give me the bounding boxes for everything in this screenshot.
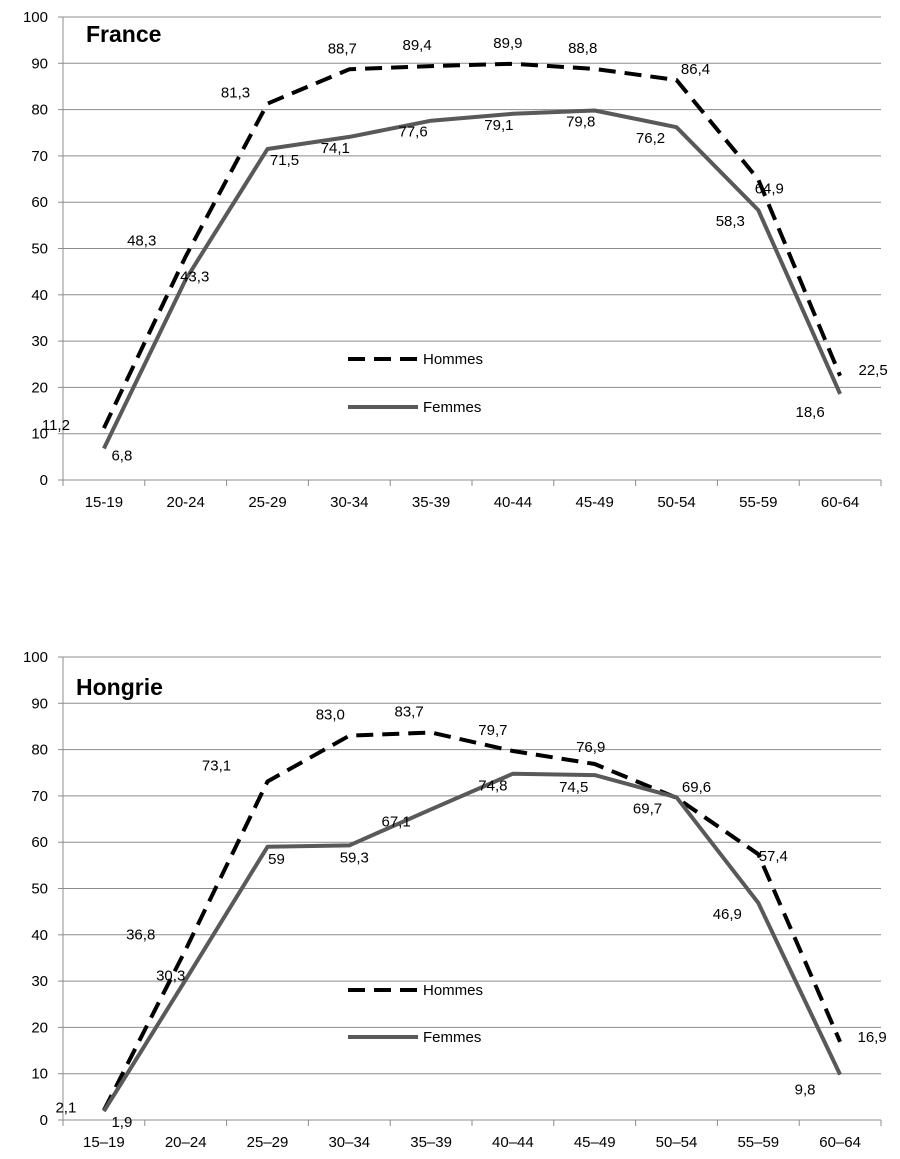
data-label-hommes: 88,7 (328, 40, 357, 57)
y-tick-label: 100 (23, 649, 48, 666)
y-tick-label: 30 (31, 333, 48, 350)
chart-hongrie: 0 10 20 30 40 50 60 70 80 90 100 15–19 20–24 25–29 30–… (23, 649, 887, 1151)
x-tick-label: 30-34 (330, 494, 368, 511)
y-tick-label: 40 (31, 287, 48, 304)
series-line-femmes (102, 771, 842, 1113)
y-tick-label: 40 (31, 927, 48, 944)
x-tick-label: 25-29 (248, 494, 286, 511)
data-label-femmes: 6,8 (111, 448, 132, 465)
x-tick-label: 20–24 (165, 1134, 207, 1151)
data-label-femmes: 1,9 (111, 1114, 132, 1131)
y-tick-label: 0 (40, 472, 48, 489)
series-line-hommes (102, 61, 842, 429)
x-tick-label: 35-39 (412, 494, 450, 511)
data-label-hommes: 76,9 (576, 739, 605, 756)
data-label-femmes: 9,8 (795, 1082, 816, 1099)
x-tick-label: 15-19 (85, 494, 123, 511)
data-label-hommes: 81,3 (221, 85, 250, 102)
x-tick-label: 40–44 (492, 1134, 534, 1151)
series-line-hommes (102, 730, 842, 1112)
x-tick-label: 60-64 (821, 494, 859, 511)
y-tick-label: 100 (23, 9, 48, 26)
data-label-femmes: 30,3 (156, 968, 185, 985)
chart-france: 0 10 20 30 40 50 60 70 80 90 100 15-19 20-24 25-29 30-… (23, 9, 888, 511)
data-label-femmes: 79,8 (566, 114, 595, 131)
y-tick-label: 90 (31, 695, 48, 712)
data-label-femmes: 59,3 (340, 849, 369, 866)
data-label-hommes: 22,5 (858, 362, 887, 379)
data-label-hommes: 16,9 (857, 1029, 886, 1046)
data-label-femmes: 58,3 (716, 213, 745, 230)
data-label-hommes: 64,9 (755, 181, 784, 198)
data-label-hommes: 48,3 (127, 232, 156, 249)
data-label-hommes: 69,6 (682, 779, 711, 796)
data-label-hommes: 11,2 (42, 417, 70, 434)
x-tick-label: 25–29 (247, 1134, 289, 1151)
y-tick-label: 30 (31, 973, 48, 990)
data-label-femmes: 76,2 (636, 130, 665, 147)
data-label-hommes: 79,7 (478, 722, 507, 739)
x-tick-label: 15–19 (83, 1134, 125, 1151)
x-tick-label: 35–39 (410, 1134, 452, 1151)
y-tick-label: 50 (31, 241, 48, 258)
x-tick-label: 45–49 (574, 1134, 616, 1151)
y-tick-label: 80 (31, 102, 48, 119)
data-label-hommes: 83,7 (394, 703, 423, 720)
data-label-femmes: 74,8 (478, 778, 507, 795)
legend-label-hommes: Hommes (423, 982, 483, 999)
data-label-femmes: 46,9 (713, 906, 742, 923)
data-label-hommes: 89,4 (402, 37, 431, 54)
data-label-femmes: 18,6 (795, 404, 824, 421)
data-label-femmes: 43,3 (180, 269, 209, 286)
chart-title: France (86, 21, 161, 47)
x-tick-label: 50-54 (657, 494, 695, 511)
y-tick-label: 10 (31, 426, 48, 443)
legend-label-femmes: Femmes (423, 399, 481, 416)
data-label-femmes: 67,1 (381, 813, 410, 830)
series-line-femmes (102, 108, 842, 450)
legend-label-hommes: Hommes (423, 351, 483, 368)
y-tick-label: 70 (31, 788, 48, 805)
x-tick-label: 30–34 (328, 1134, 370, 1151)
data-label-femmes: 71,5 (270, 152, 299, 169)
y-tick-label: 60 (31, 194, 48, 211)
data-label-femmes: 74,5 (559, 779, 588, 796)
y-tick-label: 60 (31, 834, 48, 851)
data-label-hommes: 36,8 (126, 927, 155, 944)
x-tick-label: 60–64 (819, 1134, 861, 1151)
data-label-hommes: 86,4 (681, 61, 710, 78)
data-label-hommes: 88,8 (568, 40, 597, 57)
x-tick-label: 20-24 (167, 494, 205, 511)
data-label-femmes: 69,7 (633, 800, 662, 817)
y-tick-label: 50 (31, 881, 48, 898)
x-tick-label: 50–54 (656, 1134, 698, 1151)
data-label-femmes: 79,1 (484, 117, 513, 134)
x-tick-label: 45-49 (576, 494, 614, 511)
data-label-femmes: 77,6 (398, 124, 427, 141)
data-label-femmes: 74,1 (321, 140, 350, 157)
y-tick-label: 0 (40, 1112, 48, 1129)
x-tick-label: 55–59 (737, 1134, 779, 1151)
data-label-hommes: 2,1 (55, 1099, 76, 1116)
data-label-hommes: 57,4 (759, 848, 788, 865)
x-tick-label: 55-59 (739, 494, 777, 511)
data-label-hommes: 83,0 (316, 707, 345, 724)
y-tick-label: 10 (31, 1066, 48, 1083)
x-tick-label: 40-44 (494, 494, 532, 511)
y-tick-label: 20 (31, 379, 48, 396)
chart-title: Hongrie (76, 674, 163, 700)
data-label-femmes: 59 (268, 851, 285, 868)
y-tick-label: 20 (31, 1019, 48, 1036)
y-tick-label: 80 (31, 742, 48, 759)
legend-label-femmes: Femmes (423, 1029, 481, 1046)
y-tick-label: 90 (31, 55, 48, 72)
data-label-hommes: 73,1 (202, 758, 231, 775)
y-tick-label: 70 (31, 148, 48, 165)
data-label-hommes: 89,9 (493, 35, 522, 52)
